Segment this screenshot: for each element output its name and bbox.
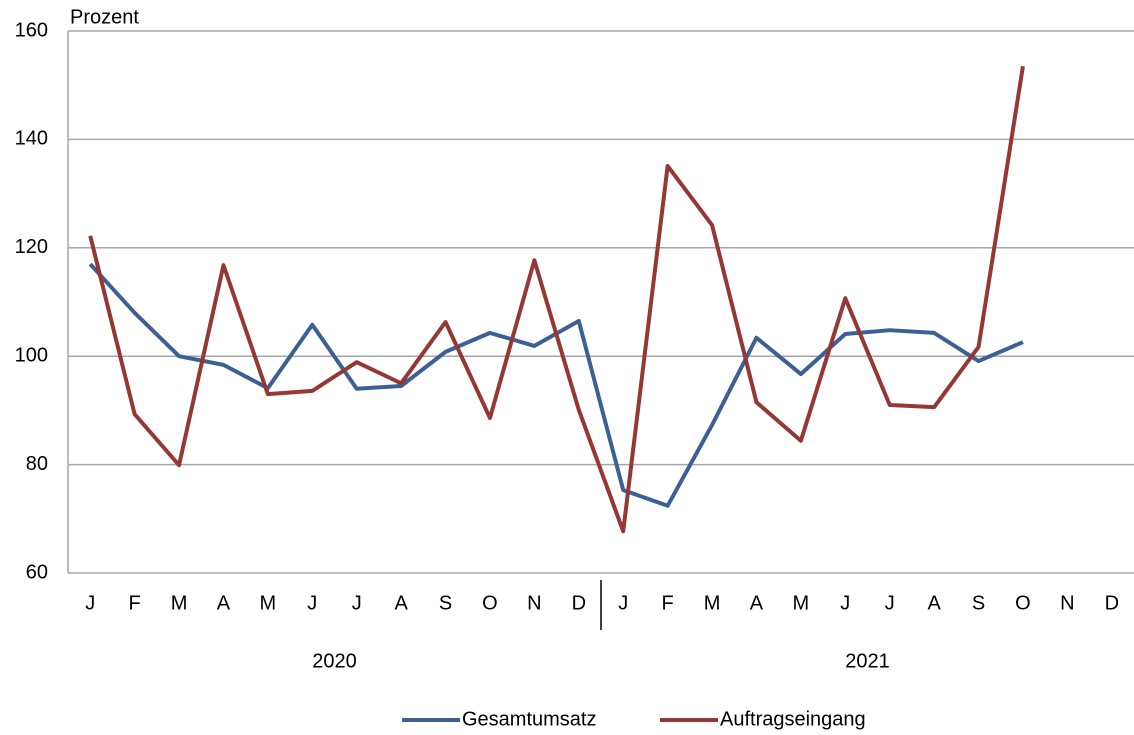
x-tick-label: A [927,592,941,614]
x-tick-label: J [885,592,895,614]
x-tick-label: O [1015,592,1031,614]
y-tick-label: 140 [15,128,48,150]
x-tick-label: M [704,592,721,614]
data-line [88,65,1025,534]
x-tick-label: A [750,592,764,614]
y-tick-label: 120 [15,236,48,258]
x-tick-label: M [171,592,188,614]
x-tick-label: F [662,592,674,614]
x-tick-label: J [307,592,317,614]
y-tick-label: 100 [15,344,48,366]
x-tick-label: F [129,592,141,614]
x-tick-label: J [85,592,95,614]
x-tick-label: O [482,592,498,614]
x-tick-label: M [260,592,277,614]
x-tick-label: A [217,592,231,614]
y-tick-label: 160 [15,19,48,41]
x-tick-label: J [352,592,362,614]
legend-label: Auftragseingang [720,708,866,730]
x-tick-label: J [618,592,628,614]
y-tick-label: 60 [26,561,48,583]
x-tick-label: D [572,592,586,614]
x-tick-label: D [1105,592,1119,614]
legend-label: Gesamtumsatz [462,708,596,730]
x-tick-label: S [439,592,452,614]
y-axis-label: Prozent [70,6,139,28]
x-tick-label: M [793,592,810,614]
y-tick-label: 80 [26,453,48,475]
x-tick-label: J [840,592,850,614]
x-tick-label: N [527,592,541,614]
x-tick-label: A [394,592,408,614]
x-tick-label: S [972,592,985,614]
x-group-label: 2020 [312,650,357,672]
x-group-label: 2021 [845,650,890,672]
x-tick-label: N [1060,592,1074,614]
